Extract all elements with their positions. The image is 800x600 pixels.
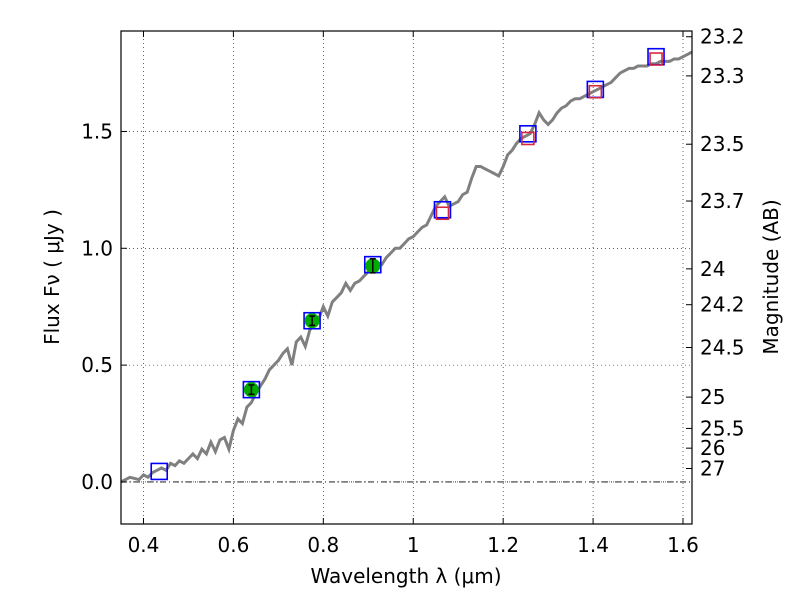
x-tick-label: 1.4 — [577, 533, 609, 557]
tick-labels: 0.4 0.6 0.8 1 1.2 1.4 1.6 0.0 0.5 1.0 1.5 23.2 23.3 2… — [81, 25, 744, 557]
mag-tick-label: 24.5 — [700, 335, 745, 359]
photometry-square — [150, 462, 169, 481]
y-tick-label: 1.0 — [81, 236, 113, 260]
y-tick-label: 0.5 — [81, 353, 113, 377]
photometry-square — [242, 380, 261, 399]
mag-tick-label: 23.7 — [700, 189, 745, 213]
axis-ticks — [121, 31, 692, 524]
mag-tick-label: 23.2 — [700, 25, 745, 49]
model-square — [649, 52, 663, 66]
plot-area — [121, 47, 692, 484]
model-square — [588, 84, 603, 99]
mag-tick-label: 24.2 — [700, 293, 745, 317]
mag-tick-label: 23.3 — [700, 64, 745, 88]
mag-tick-label: 25.5 — [700, 416, 745, 440]
model-square — [435, 206, 450, 221]
model-square — [521, 131, 535, 146]
plot-frame — [120, 30, 693, 525]
mag-tick-label: 27 — [700, 456, 725, 480]
x-tick-label: 0.4 — [128, 533, 160, 557]
x-axis-label: Wavelength λ (μm) — [310, 564, 501, 588]
mag-tick-label: 24 — [700, 257, 725, 281]
y-axis-right-label: Magnitude (AB) — [759, 199, 783, 354]
x-tick-label: 0.8 — [307, 533, 339, 557]
mag-tick-label: 23.5 — [700, 132, 745, 156]
x-tick-label: 1.2 — [487, 533, 519, 557]
photometry-square — [303, 311, 321, 330]
y-tick-label: 0.0 — [81, 470, 113, 494]
x-tick-label: 1.6 — [667, 533, 699, 557]
spectrum-line — [121, 50, 692, 484]
mag-tick-label: 25 — [700, 385, 725, 409]
y-tick-label: 1.5 — [81, 119, 113, 143]
x-tick-label: 1 — [407, 533, 420, 557]
x-tick-label: 0.6 — [217, 533, 249, 557]
mag-tick-label: 26 — [700, 436, 725, 460]
y-axis-label: Flux Fν ( μJy ) — [40, 209, 64, 345]
photometry-square — [433, 200, 452, 219]
photometry-square — [519, 125, 537, 143]
